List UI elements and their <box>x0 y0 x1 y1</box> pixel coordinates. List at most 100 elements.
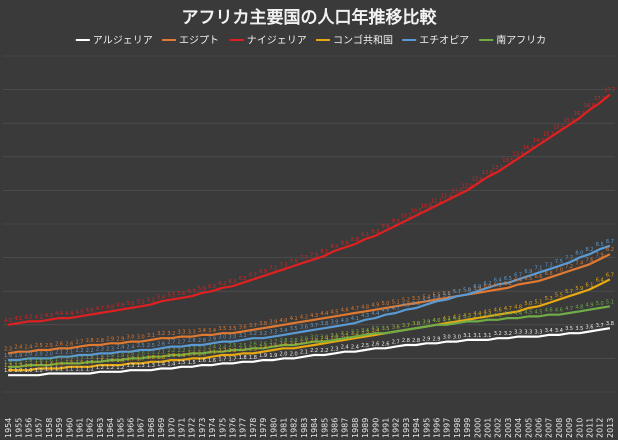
data-label: 1.3 <box>137 363 145 369</box>
data-label: 6.2 <box>484 281 492 287</box>
data-label: 2.8 <box>310 338 318 344</box>
data-label: 1.1 <box>65 367 73 373</box>
data-label: 3.0 <box>229 335 237 341</box>
data-label: 2.6 <box>259 341 267 347</box>
data-label: 1.2 <box>96 365 104 371</box>
x-tick-label: 1985 <box>320 418 329 438</box>
data-label: 3.6 <box>392 325 400 331</box>
data-label: 2.1 <box>208 350 216 356</box>
data-label: 1.4 <box>35 361 43 367</box>
data-label: 1.6 <box>198 358 206 364</box>
data-label: 5.0 <box>127 301 135 307</box>
data-label: 1.1 <box>76 367 84 373</box>
data-label: 7.5 <box>555 259 563 265</box>
data-label: 16.8 <box>584 103 595 109</box>
data-label: 3.5 <box>218 326 226 332</box>
data-label: 3.0 <box>310 335 318 341</box>
data-label: 7.0 <box>555 267 563 273</box>
data-label: 2.0 <box>188 351 196 357</box>
x-tick-label: 1961 <box>76 418 85 438</box>
data-label: 4.2 <box>35 314 43 320</box>
x-tick-label: 1992 <box>392 418 401 438</box>
x-tick-label: 1997 <box>443 418 452 438</box>
chart-title: アフリカ主要国の人口年推移比較 <box>182 7 438 28</box>
data-label: 5.2 <box>147 298 155 304</box>
series-line <box>8 244 611 362</box>
x-tick-label: 1995 <box>422 418 431 438</box>
data-label: 1.8 <box>96 355 104 361</box>
data-label: 8.2 <box>606 247 614 253</box>
data-label: 2.8 <box>188 338 196 344</box>
data-label: 16.3 <box>574 111 585 117</box>
legend-label: ナイジェリア <box>247 35 307 47</box>
data-label: 4.2 <box>300 314 308 320</box>
data-label: 3.1 <box>341 333 349 339</box>
x-tick-label: 1979 <box>259 418 268 438</box>
data-label: 2.2 <box>218 348 226 354</box>
data-label: 3.1 <box>484 333 492 339</box>
data-label: 4.9 <box>586 303 594 309</box>
data-label: 11.7 <box>451 188 462 194</box>
data-label: 1.2 <box>116 365 124 371</box>
gridlines <box>3 55 615 393</box>
data-label: 10.8 <box>421 204 432 210</box>
data-label: 4.8 <box>575 304 583 310</box>
data-label: 2.3 <box>106 346 114 352</box>
x-tick-label: 2007 <box>545 418 554 438</box>
data-label: 4.3 <box>310 313 318 319</box>
data-label: 8.0 <box>575 251 583 257</box>
data-label: 4.5 <box>331 309 339 315</box>
data-label: 2.9 <box>106 336 114 342</box>
data-label: 7.7 <box>300 256 308 262</box>
data-label: 1.4 <box>45 361 53 367</box>
data-label: 1.1 <box>45 367 53 373</box>
data-label: 8.2 <box>586 247 594 253</box>
x-tick-label: 2013 <box>606 418 615 438</box>
data-label: 2.6 <box>157 341 165 347</box>
data-label: 9.6 <box>382 224 390 230</box>
data-label: 1.6 <box>106 358 114 364</box>
x-tick-label: 1965 <box>116 418 125 438</box>
data-label: 3.8 <box>412 321 420 327</box>
data-label: 3.0 <box>331 335 339 341</box>
data-label: 5.1 <box>535 299 543 305</box>
data-label: 11.1 <box>431 199 442 205</box>
data-label: 1.9 <box>167 353 175 359</box>
data-label: 2.0 <box>198 351 206 357</box>
data-label: 2.5 <box>239 343 247 349</box>
data-label: 3.7 <box>310 323 318 329</box>
data-label: 1.0 <box>25 368 33 374</box>
data-label: 6.1 <box>494 283 502 289</box>
data-label: 3.1 <box>331 333 339 339</box>
x-tick-label: 1970 <box>167 418 176 438</box>
data-label: 6.0 <box>208 284 216 290</box>
data-label: 2.6 <box>280 341 288 347</box>
x-tick-label: 1955 <box>14 418 23 438</box>
data-label: 2.4 <box>116 345 124 351</box>
data-label: 2.9 <box>433 336 441 342</box>
data-label: 7.4 <box>575 261 583 267</box>
data-label: 5.0 <box>596 301 604 307</box>
data-label: 3.0 <box>453 335 461 341</box>
data-label: 4.0 <box>341 318 349 324</box>
data-labels: 1.0 1.0 1.0 1.0 1.1 1.1 1.1 1.1 1.1 1.2 1.2 1.2 1.3 1… <box>4 88 615 375</box>
data-label: 13.9 <box>513 151 524 157</box>
data-label: 3.4 <box>208 328 216 334</box>
legend-item: ナイジェリア <box>229 35 307 47</box>
data-label: 4.7 <box>504 306 512 312</box>
data-label: 12.4 <box>472 177 483 183</box>
data-label: 2.0 <box>25 351 33 357</box>
data-label: 1.8 <box>86 355 94 361</box>
data-label: 1.6 <box>208 358 216 364</box>
data-label: 4.6 <box>555 308 563 314</box>
data-label: 2.6 <box>65 341 73 347</box>
data-label: 4.1 <box>351 316 359 322</box>
data-label: 6.7 <box>606 272 614 278</box>
data-label: 4.7 <box>351 306 359 312</box>
data-label: 3.7 <box>596 323 604 329</box>
data-label: 5.4 <box>433 294 441 300</box>
data-label: 1.5 <box>188 360 196 366</box>
data-label: 3.2 <box>157 331 165 337</box>
data-label: 5.5 <box>433 293 441 299</box>
data-label: 2.6 <box>55 341 63 347</box>
